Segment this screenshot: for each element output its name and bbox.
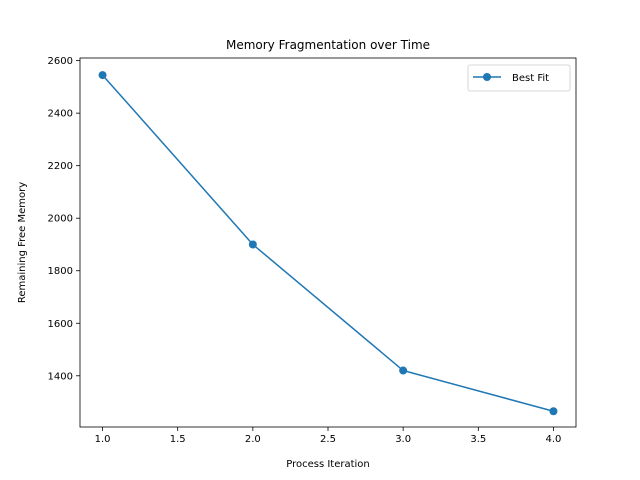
x-tick-label: 1.5 (170, 434, 186, 445)
x-tick-label: 4.0 (546, 434, 562, 445)
x-axis-title: Process Iteration (286, 459, 370, 470)
data-point (98, 71, 107, 80)
x-tick-label: 2.5 (320, 434, 336, 445)
x-axis-ticks: 1.0 1.5 2.0 2.5 3.0 3.5 4.0 (95, 427, 562, 445)
x-tick-label: 3.5 (470, 434, 486, 445)
y-tick-label: 2200 (48, 161, 73, 172)
y-tick-label: 1400 (48, 371, 73, 382)
series-layer (98, 71, 558, 416)
x-tick-label: 2.0 (245, 434, 261, 445)
legend-box (467, 64, 571, 92)
series-line (101, 74, 554, 412)
legend: Best Fit (467, 64, 571, 92)
y-tick-label: 1800 (48, 266, 73, 277)
data-point (248, 240, 257, 249)
plot-frame (79, 57, 577, 428)
legend-series-label: Best Fit (512, 73, 549, 84)
x-tick-label: 3.0 (395, 434, 411, 445)
y-axis-title: Remaining Free Memory (17, 182, 28, 303)
x-tick-label: 1.0 (95, 434, 111, 445)
chart-title: Memory Fragmentation over Time (226, 38, 430, 52)
y-tick-label: 2600 (48, 56, 73, 67)
data-point (399, 366, 408, 375)
legend-series-marker (483, 73, 491, 81)
data-point (549, 407, 558, 416)
y-tick-label: 2400 (48, 109, 73, 120)
y-tick-label: 1600 (48, 319, 73, 330)
y-axis-ticks: 1400 1600 1800 2000 2200 2400 2600 (48, 56, 80, 382)
y-tick-label: 2000 (48, 214, 73, 225)
